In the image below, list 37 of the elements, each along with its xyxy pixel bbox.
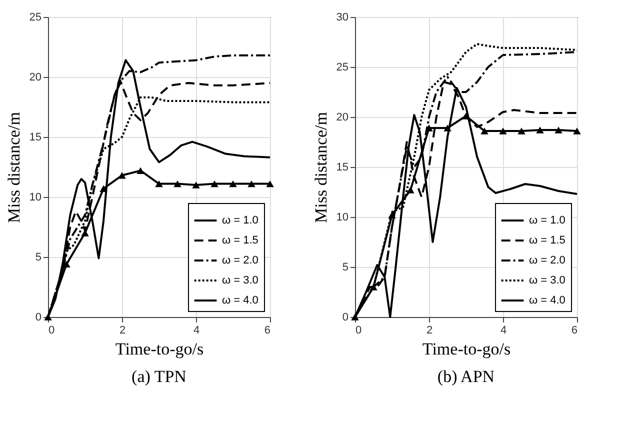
legend-label: ω = 4.0 xyxy=(529,294,566,306)
x-tick-label: 4 xyxy=(193,324,200,336)
y-tick-label: 0 xyxy=(342,312,348,324)
y-axis-title: Miss distance/m xyxy=(4,112,24,223)
y-tick-label: 5 xyxy=(35,252,42,264)
y-tick-label: 0 xyxy=(35,312,42,324)
y-tick-label: 30 xyxy=(336,12,348,24)
x-tick-label: 6 xyxy=(264,324,270,336)
y-tick-label: 5 xyxy=(342,262,348,274)
y-tick-label: 25 xyxy=(29,12,42,24)
x-tick-label: 0 xyxy=(356,324,362,336)
legend-label: ω = 2.0 xyxy=(222,254,258,266)
y-tick-label: 25 xyxy=(336,62,348,74)
text: (b) APN xyxy=(437,367,495,386)
legend-label: ω = 1.0 xyxy=(222,214,258,226)
y-tick-label: 10 xyxy=(336,212,348,224)
text: (a) TPN xyxy=(132,367,186,386)
legend-label: ω = 1.5 xyxy=(529,234,566,246)
y-tick-label: 10 xyxy=(29,192,42,204)
y-tick-label: 20 xyxy=(29,72,42,84)
legend-label: ω = 3.0 xyxy=(222,274,258,286)
x-axis-title: Time-to-go/s xyxy=(422,340,511,358)
x-tick-label: 6 xyxy=(571,324,578,336)
legend-label: ω = 1.0 xyxy=(529,214,566,226)
x-tick-label: 2 xyxy=(119,324,126,336)
y-axis-title: Miss distance/m xyxy=(311,112,330,223)
y-tick-label: 15 xyxy=(29,132,42,144)
legend-label: ω = 4.0 xyxy=(222,294,258,306)
x-tick-label: 0 xyxy=(48,324,55,336)
y-tick-label: 20 xyxy=(336,112,348,124)
legend-label: ω = 1.5 xyxy=(222,234,258,246)
x-tick-label: 2 xyxy=(426,324,433,336)
x-axis-title: Time-to-go/s xyxy=(115,340,204,358)
x-tick-label: 4 xyxy=(500,324,507,336)
y-tick-label: 15 xyxy=(336,162,348,174)
legend-label: ω = 3.0 xyxy=(529,274,566,286)
legend-label: ω = 2.0 xyxy=(529,254,566,266)
